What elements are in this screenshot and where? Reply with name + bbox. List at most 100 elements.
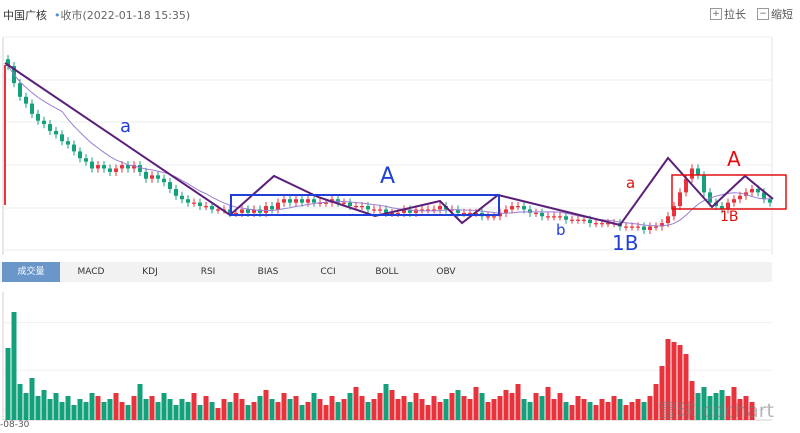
candle-body [468, 212, 472, 215]
volume-bar [551, 399, 557, 420]
candle-body [768, 199, 772, 203]
volume-bar [503, 390, 509, 420]
minus-icon: − [757, 8, 769, 20]
candle-body [528, 209, 532, 213]
tab-obv[interactable]: OBV [436, 267, 456, 277]
candle-body [420, 209, 424, 211]
candle-body [378, 209, 382, 211]
volume-bar [533, 393, 539, 420]
candle-body [300, 199, 304, 203]
volume-bar [695, 393, 701, 420]
tab-kdj[interactable]: KDJ [142, 267, 158, 277]
candle-body [84, 158, 88, 162]
stock-name: 中国广核 [3, 9, 47, 22]
candle-body [252, 209, 256, 213]
volume-bar [653, 384, 659, 420]
close-label: 收市(2022-01-18 15:35) [60, 9, 191, 22]
volume-bar [557, 393, 563, 420]
candle-body [78, 151, 82, 159]
volume-bar [599, 399, 605, 420]
volume-bar [743, 396, 749, 420]
tab-volume[interactable]: 成交量 [2, 262, 60, 282]
volume-bar [587, 402, 593, 420]
candle-body [432, 209, 436, 211]
volume-bar [107, 399, 113, 420]
volume-bar [707, 396, 713, 420]
candle-body [150, 175, 154, 179]
candle-body [678, 192, 682, 207]
candle-body [582, 219, 586, 221]
tab-cci[interactable]: CCI [320, 267, 336, 277]
candle-body [570, 219, 574, 221]
candle-body [96, 165, 100, 169]
candle-body [366, 206, 370, 210]
annotation-label: 1B [612, 231, 638, 255]
annotation-label: A [727, 147, 741, 171]
volume-bar [191, 393, 197, 420]
volume-bar [593, 405, 599, 420]
candle-body [762, 192, 766, 200]
volume-bar [281, 393, 287, 420]
candle-body [588, 219, 592, 224]
candle-body [348, 202, 352, 207]
volume-bar [83, 402, 89, 420]
trend-annotation-line [4, 62, 774, 227]
volume-bar [17, 384, 23, 420]
volume-bar [257, 396, 263, 420]
candle-body [666, 216, 670, 224]
candle-body [156, 175, 160, 179]
volume-bar [299, 405, 305, 420]
volume-bar [497, 396, 503, 420]
candle-body [708, 192, 712, 203]
volume-bar [389, 390, 395, 420]
volume-bar [539, 396, 545, 420]
volume-bar [89, 393, 95, 420]
tab-macd[interactable]: MACD [77, 267, 105, 277]
tab-rsi[interactable]: RSI [200, 267, 216, 277]
volume-bar [515, 384, 521, 420]
volume-bar [455, 390, 461, 420]
candle-body [354, 206, 358, 208]
candle-body [246, 209, 250, 213]
volume-bar [647, 396, 653, 420]
candle-body [66, 141, 70, 145]
volume-bar [467, 399, 473, 420]
candle-body [234, 212, 238, 215]
volume-bar [689, 381, 695, 420]
volume-bar [407, 402, 413, 420]
volume-bar [431, 396, 437, 420]
candle-body [42, 120, 46, 125]
candle-body [606, 223, 610, 225]
zoom-out-button[interactable]: − 缩短 [757, 6, 793, 22]
candle-body [756, 188, 760, 193]
volume-bar [209, 402, 215, 420]
candle-body [414, 209, 418, 213]
volume-bar [371, 399, 377, 420]
candle-body [294, 199, 298, 203]
tab-bias[interactable]: BIAS [257, 267, 279, 277]
candle-body [102, 165, 106, 169]
volume-bar [635, 399, 641, 420]
candle-body [48, 124, 52, 131]
candle-body [408, 209, 412, 213]
tab-boll[interactable]: BOLL [375, 267, 399, 277]
annotation-label: A [380, 164, 395, 189]
volume-bar [509, 393, 515, 420]
chart-header: 中国广核 •收市(2022-01-18 15:35) + 拉长 − 缩短 [0, 0, 800, 30]
volume-bar [341, 399, 347, 420]
volume-bar [383, 384, 389, 420]
volume-bar [293, 396, 299, 420]
volume-bar [11, 312, 17, 420]
candle-body [258, 209, 262, 213]
indicator-tabs: 成交量 MACD KDJ RSI BIAS CCI BOLL OBV [0, 262, 772, 282]
candle-body [306, 199, 310, 203]
zoom-in-button[interactable]: + 拉长 [710, 6, 746, 22]
candle-body [504, 209, 508, 213]
moving-average-line [7, 65, 770, 227]
watermark: 雪球:cdchart [657, 400, 774, 422]
candle-body [264, 206, 268, 213]
volume-bar [47, 399, 53, 420]
annotation-label: 1B [720, 209, 739, 225]
volume-bar [287, 399, 293, 420]
candle-body [390, 212, 394, 215]
